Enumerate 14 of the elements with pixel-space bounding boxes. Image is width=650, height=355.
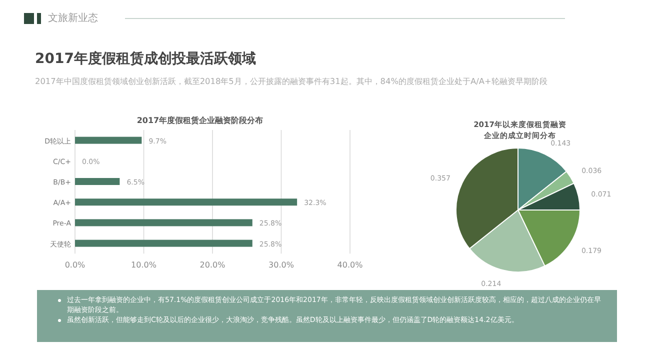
x-tick-label: 20.0% xyxy=(200,260,226,270)
bar xyxy=(75,178,120,185)
x-tick-label: 0.0% xyxy=(64,260,86,270)
bar xyxy=(75,136,142,144)
bar xyxy=(75,219,252,226)
chart-title: 2017年度假租赁企业融资阶段分布 xyxy=(136,115,264,125)
x-tick-label: 30.0% xyxy=(268,260,294,270)
bar xyxy=(75,198,298,206)
bar xyxy=(75,240,252,247)
text: 2017年中国度假租赁领域创业创新活跃，截至2018年5月，公开披露的融资事件有31起。其中，84%的度假租赁企业处于A/A+轮融资早期阶段 xyxy=(35,76,548,87)
text: 文旅新业态 xyxy=(48,12,98,25)
x-tick-label: 40.0% xyxy=(337,260,364,270)
text: 2017年度假租赁成创投最活跃领域 xyxy=(35,50,256,68)
x-tick-label: 10.0% xyxy=(131,260,157,270)
